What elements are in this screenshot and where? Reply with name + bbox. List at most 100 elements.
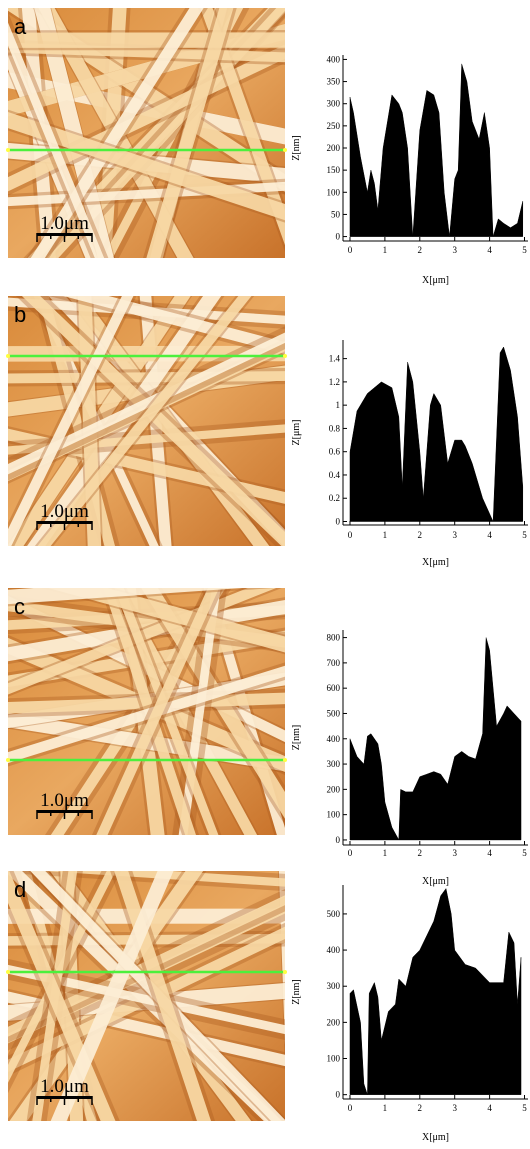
x-tick-label: 3 bbox=[452, 530, 457, 540]
y-tick-label: 0 bbox=[336, 1090, 341, 1100]
y-tick-label: 400 bbox=[327, 945, 341, 955]
x-tick-label: 2 bbox=[418, 245, 423, 255]
fiber bbox=[21, 296, 285, 546]
fiber bbox=[8, 22, 105, 258]
fiber bbox=[8, 296, 134, 546]
x-tick-label: 5 bbox=[522, 848, 527, 858]
x-tick-label: 1 bbox=[383, 1103, 388, 1113]
y-tick-label: 1.4 bbox=[329, 354, 341, 364]
x-tick-label: 4 bbox=[487, 1103, 492, 1113]
fiber bbox=[77, 296, 102, 546]
panel-label: b bbox=[14, 302, 26, 327]
line-start bbox=[6, 970, 10, 974]
y-tick-label: 200 bbox=[327, 784, 341, 794]
y-tick-label: 1 bbox=[336, 400, 341, 410]
y-tick-label: 50 bbox=[331, 209, 341, 219]
y-tick-label: 0.6 bbox=[329, 447, 341, 457]
fiber bbox=[37, 296, 252, 546]
profile-area bbox=[349, 346, 524, 522]
fiber bbox=[8, 428, 285, 504]
fiber bbox=[303, 266, 314, 576]
scale-bar-label: 1.0μm bbox=[40, 1076, 89, 1097]
y-tick-label: 0.4 bbox=[329, 470, 341, 480]
y-tick-label: 300 bbox=[327, 99, 341, 109]
y-tick-label: 300 bbox=[327, 981, 341, 991]
fiber bbox=[8, 588, 277, 695]
x-tick-label: 0 bbox=[348, 848, 353, 858]
y-tick-label: 0 bbox=[336, 517, 341, 527]
y-tick-label: 100 bbox=[327, 187, 341, 197]
x-tick-label: 4 bbox=[487, 245, 492, 255]
x-axis-label: X[μm] bbox=[422, 876, 449, 887]
y-axis-label: Z[nm] bbox=[291, 979, 302, 1005]
profile-area bbox=[349, 63, 524, 237]
afm-image bbox=[8, 871, 285, 1121]
y-tick-label: 700 bbox=[327, 658, 341, 668]
line-end bbox=[283, 758, 287, 762]
x-tick-label: 0 bbox=[348, 245, 353, 255]
y-tick-label: 400 bbox=[327, 734, 341, 744]
x-tick-label: 5 bbox=[522, 1103, 527, 1113]
x-axis-label: X[μm] bbox=[422, 275, 449, 286]
fiber bbox=[8, 964, 285, 1035]
afm-image bbox=[8, 8, 285, 258]
fiber bbox=[114, 871, 212, 1121]
y-tick-label: 0.2 bbox=[329, 493, 340, 503]
profile-area bbox=[349, 887, 522, 1095]
y-tick-label: 100 bbox=[327, 1054, 341, 1064]
x-tick-label: 2 bbox=[418, 1103, 423, 1113]
y-tick-label: 500 bbox=[327, 708, 341, 718]
x-tick-label: 3 bbox=[452, 245, 457, 255]
fiber bbox=[48, 588, 285, 653]
y-tick-label: 150 bbox=[327, 165, 341, 175]
x-axis-label: X[μm] bbox=[422, 557, 449, 568]
afm-image bbox=[8, 588, 285, 835]
y-tick-label: 800 bbox=[327, 633, 341, 643]
fiber bbox=[50, 871, 174, 1121]
y-tick-label: 250 bbox=[327, 121, 341, 131]
fiber bbox=[8, 111, 285, 221]
x-tick-label: 1 bbox=[383, 530, 388, 540]
line-end bbox=[283, 970, 287, 974]
fiber bbox=[44, 871, 285, 887]
y-tick-label: 1.2 bbox=[329, 377, 340, 387]
x-tick-label: 3 bbox=[452, 1103, 457, 1113]
scale-bar-label: 1.0μm bbox=[40, 213, 89, 234]
y-tick-label: 0 bbox=[336, 835, 341, 845]
x-tick-label: 2 bbox=[418, 530, 423, 540]
line-end bbox=[283, 148, 287, 152]
y-tick-label: 200 bbox=[327, 143, 341, 153]
fiber bbox=[8, 424, 285, 455]
fiber bbox=[8, 332, 285, 475]
fiber bbox=[46, 8, 285, 258]
fiber bbox=[8, 665, 285, 764]
fiber bbox=[8, 42, 285, 63]
fiber bbox=[8, 44, 285, 192]
x-tick-label: 2 bbox=[418, 848, 423, 858]
line-start bbox=[6, 758, 10, 762]
x-tick-label: 4 bbox=[487, 848, 492, 858]
y-tick-label: 600 bbox=[327, 683, 341, 693]
y-axis-label: Z[nm] bbox=[291, 135, 302, 161]
panel-label: d bbox=[14, 877, 26, 902]
x-tick-label: 4 bbox=[487, 530, 492, 540]
fiber bbox=[8, 871, 116, 1121]
y-tick-label: 0.8 bbox=[329, 423, 341, 433]
scale-bar-label: 1.0μm bbox=[40, 501, 89, 522]
line-start bbox=[6, 148, 10, 152]
x-tick-label: 1 bbox=[383, 848, 388, 858]
x-tick-label: 1 bbox=[383, 245, 388, 255]
y-tick-label: 200 bbox=[327, 1017, 341, 1027]
x-tick-label: 5 bbox=[522, 530, 527, 540]
y-tick-label: 400 bbox=[327, 54, 341, 64]
fiber bbox=[8, 588, 243, 605]
y-tick-label: 100 bbox=[327, 810, 341, 820]
panel-label: a bbox=[14, 14, 27, 39]
x-tick-label: 3 bbox=[452, 848, 457, 858]
line-end bbox=[283, 354, 287, 358]
y-tick-label: 0 bbox=[336, 232, 341, 242]
scale-bar-label: 1.0μm bbox=[40, 790, 89, 811]
y-tick-label: 350 bbox=[327, 77, 341, 87]
x-tick-label: 0 bbox=[348, 530, 353, 540]
x-axis-label: X[μm] bbox=[422, 1132, 449, 1143]
